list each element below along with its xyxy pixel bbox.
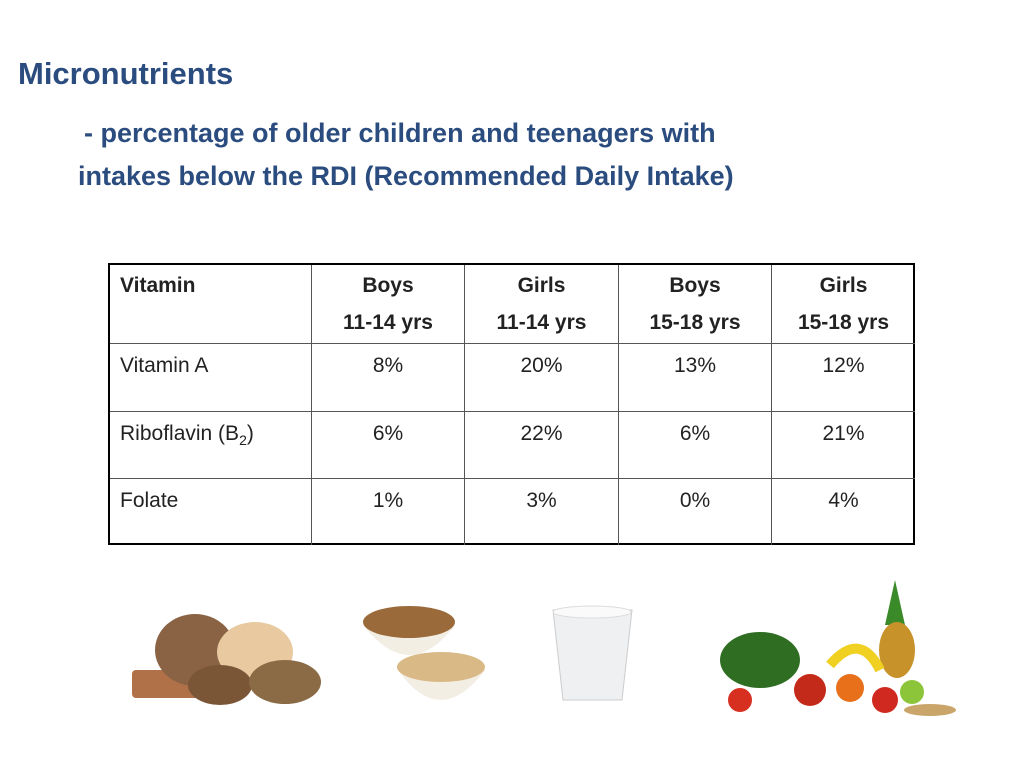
label-text: Folate (120, 489, 179, 512)
row-label: Vitamin A (110, 344, 312, 412)
milk-glass (552, 605, 633, 701)
header-line: 15-18 yrs (649, 311, 741, 334)
table: Vitamin Boys 11-14 yrs Girls 11-14 yrs Boys 15… (108, 263, 915, 545)
cereal-bowls (363, 606, 485, 700)
header-line: Boys (362, 274, 414, 297)
value-cell: 13% (619, 344, 772, 412)
title: Micronutrients (18, 56, 234, 91)
bread (132, 614, 321, 705)
subtitle-line: intakes below the RDI (Recommended Daily… (78, 161, 734, 191)
header-line: 11-14 yrs (343, 311, 433, 334)
row-label: Folate (110, 479, 312, 545)
header-line: Girls (517, 274, 566, 297)
header-cell: Boys 11-14 yrs (312, 265, 465, 344)
value-cell: 21% (772, 412, 915, 479)
row-label: Riboflavin (B2) (110, 412, 312, 479)
value-cell: 6% (619, 412, 772, 479)
value-cell: 8% (312, 344, 465, 412)
label-text: ) (246, 422, 254, 445)
value-cell: 22% (465, 412, 619, 479)
header-cell: Boys 15-18 yrs (619, 265, 772, 344)
value-cell: 4% (828, 489, 859, 512)
fruit-vegetables (720, 580, 956, 716)
header-line: Girls (819, 274, 868, 297)
value-cell: 6% (312, 412, 465, 479)
header-line: Vitamin (120, 274, 196, 297)
header-line: 15-18 yrs (797, 311, 890, 334)
subtitle-line: - percentage of older children and teena… (84, 118, 716, 148)
value-cell: 20% (465, 344, 619, 412)
header-cell: Vitamin (110, 265, 312, 344)
header-cell: Girls 11-14 yrs (465, 265, 619, 344)
value-cell: 12% (772, 344, 915, 412)
value-cell: 1% (312, 479, 465, 545)
header-cell: Girls 15-18 yrs (772, 265, 915, 344)
label-text: Riboflavin (B (120, 422, 240, 445)
value-cell: 3% (465, 479, 619, 545)
value-cell: 0% (619, 479, 772, 545)
header-line: 11-14 yrs (496, 311, 587, 334)
food-images (132, 580, 956, 716)
label-subscript: 2 (239, 432, 247, 449)
label-text: Vitamin A (120, 354, 209, 377)
header-line: Boys (669, 274, 721, 297)
